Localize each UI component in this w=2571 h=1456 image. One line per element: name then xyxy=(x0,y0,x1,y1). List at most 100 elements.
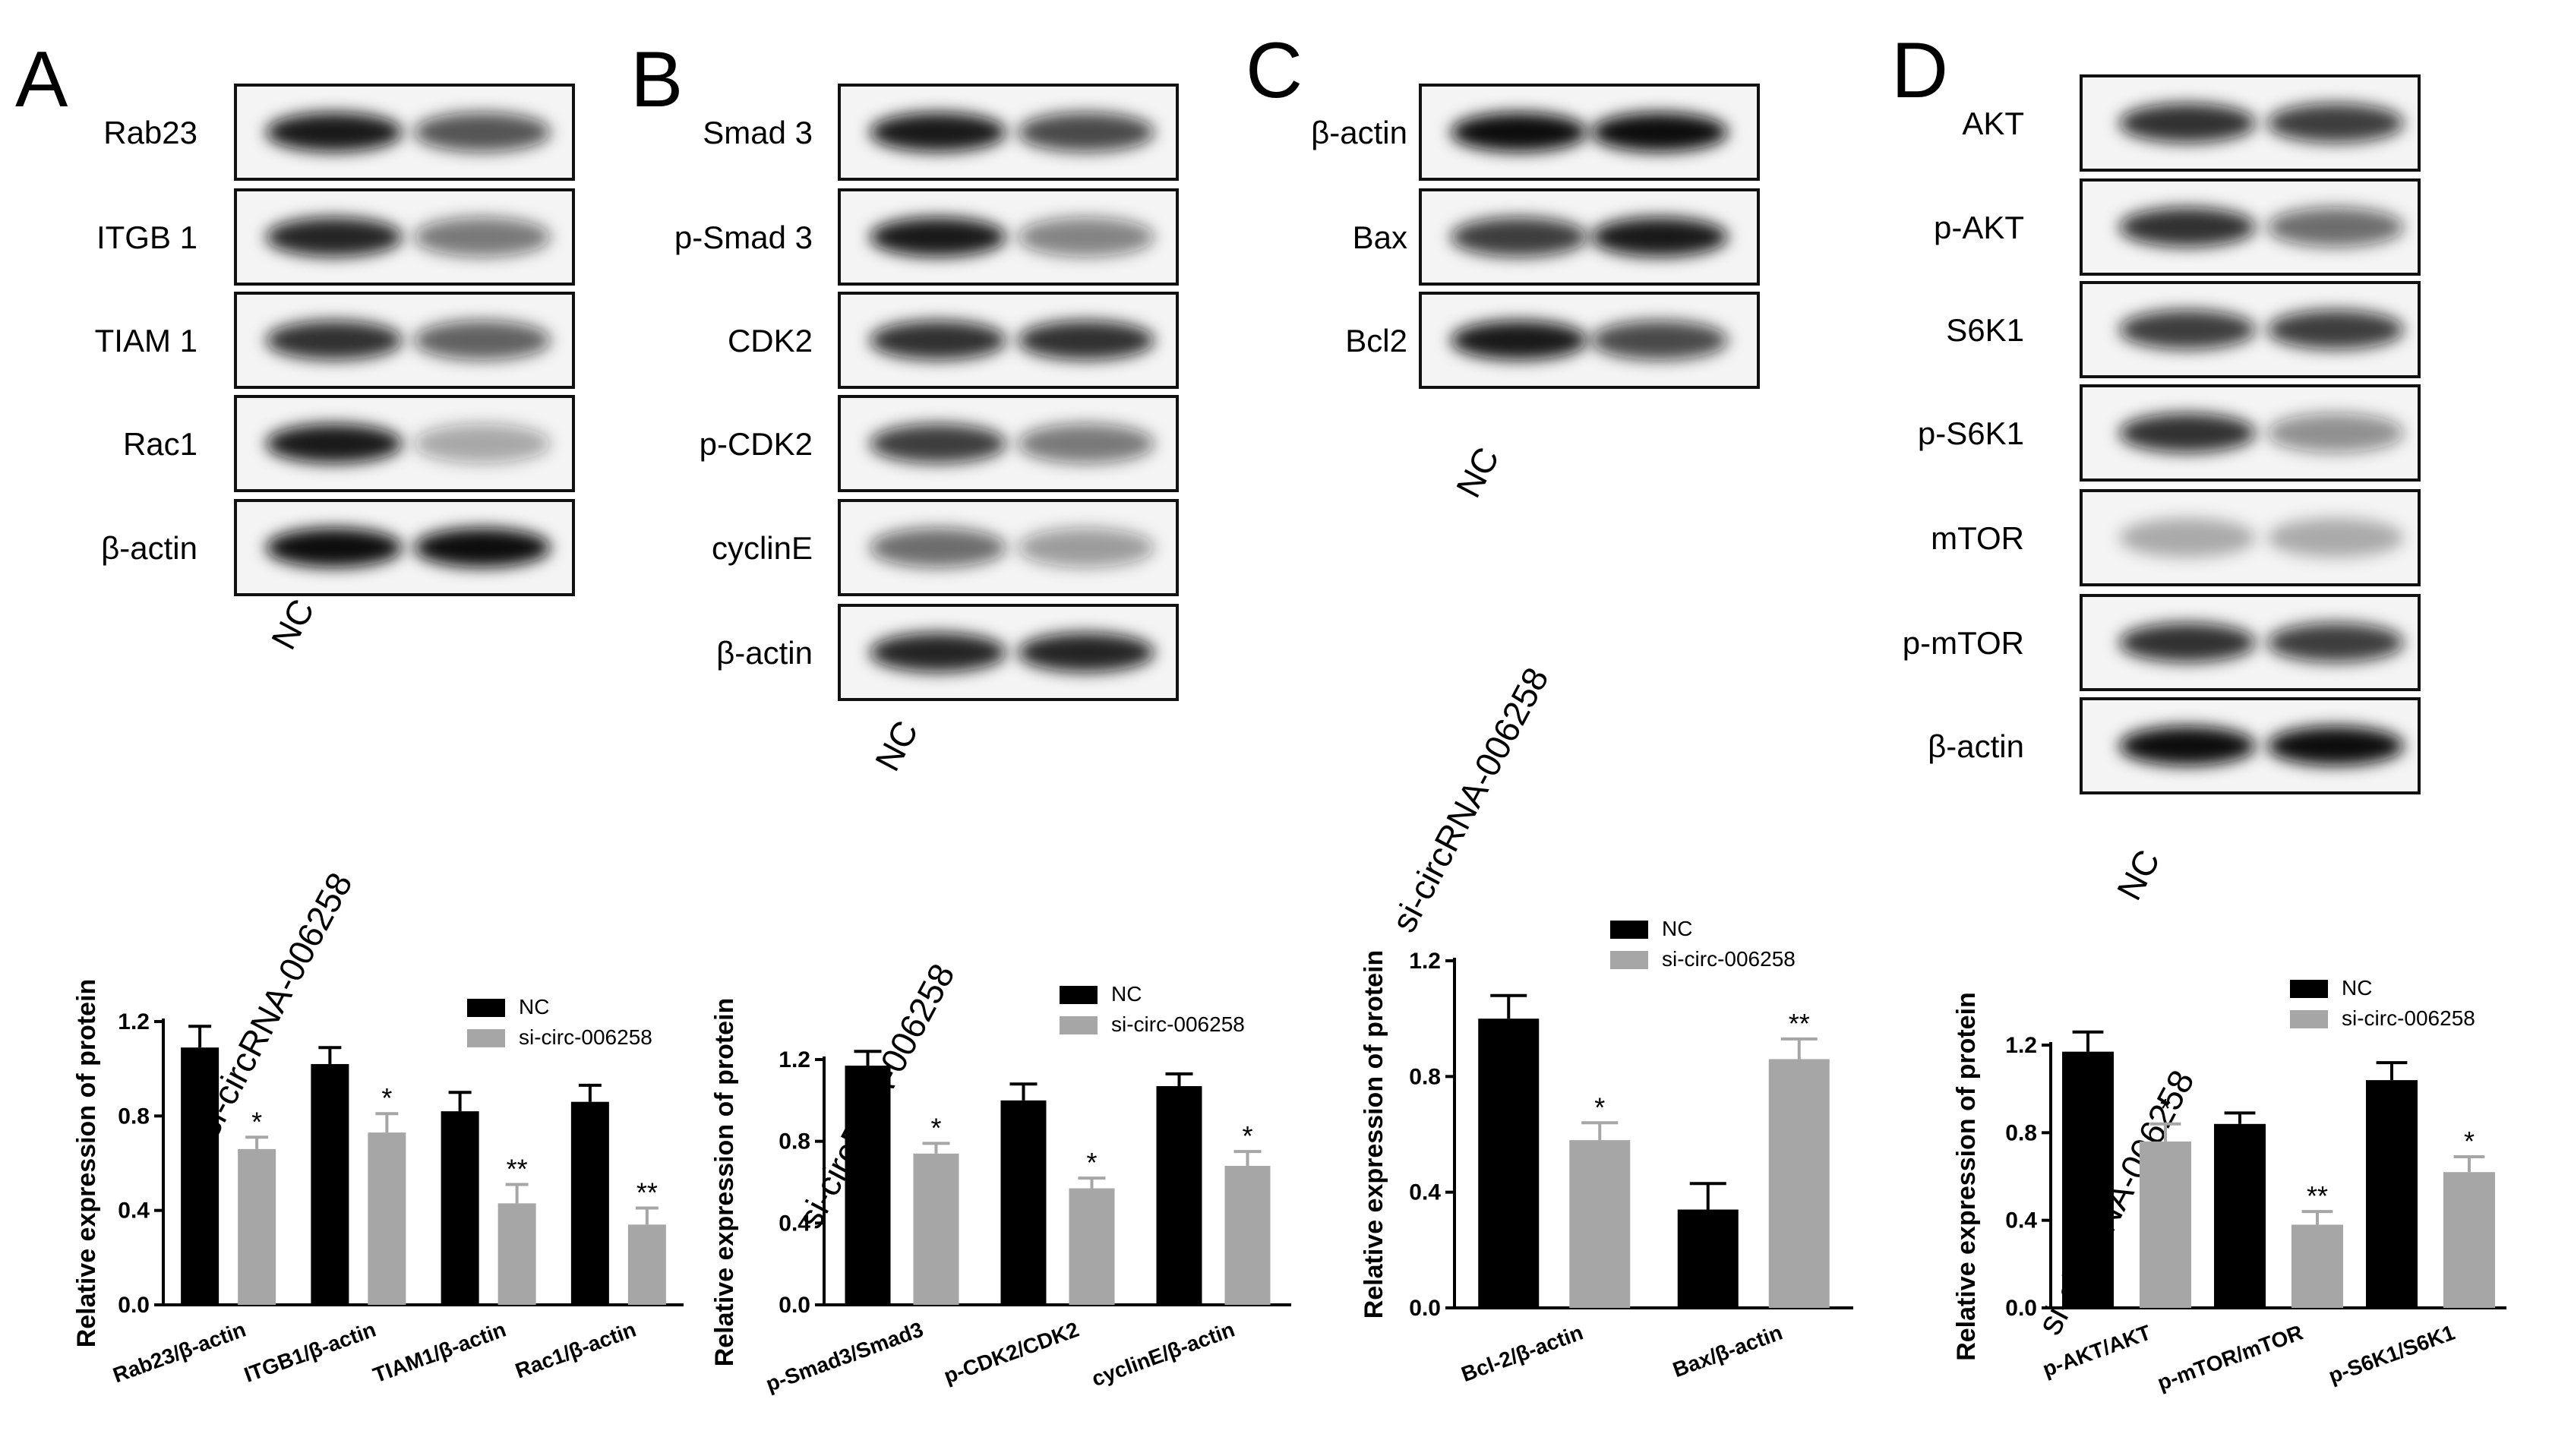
blot-band xyxy=(870,633,1006,672)
blot-band xyxy=(1018,633,1154,672)
bar xyxy=(238,1148,276,1305)
blot-protein-label: mTOR xyxy=(1931,520,2024,556)
blot-protein-label: cyclinE xyxy=(712,530,813,566)
y-axis-title: Relative expression of protein xyxy=(710,998,739,1367)
bar xyxy=(845,1066,891,1305)
bar xyxy=(2214,1123,2266,1308)
y-tick-label: 0.4 xyxy=(2005,1208,2037,1233)
y-tick-label: 0.8 xyxy=(1409,1064,1441,1089)
panel-label-b: B xyxy=(630,36,683,124)
significance-mark: * xyxy=(1594,1091,1605,1123)
blot-band xyxy=(1451,321,1587,360)
y-tick-label: 1.2 xyxy=(2005,1033,2037,1058)
significance-mark: ** xyxy=(636,1177,658,1208)
blot-band xyxy=(414,528,551,567)
blot-band xyxy=(1451,112,1587,152)
blot-protein-label: Smad 3 xyxy=(703,115,813,150)
blot-band xyxy=(266,321,403,360)
significance-mark: ** xyxy=(507,1153,528,1184)
x-category-label: ITGB1/β-actin xyxy=(241,1318,379,1387)
blot-band xyxy=(2119,103,2256,143)
bar xyxy=(1000,1100,1047,1305)
legend-label: NC xyxy=(2342,976,2372,1000)
blot-band xyxy=(266,528,403,567)
x-category-label: p-mTOR/mTOR xyxy=(2154,1321,2306,1395)
legend-swatch xyxy=(1610,951,1648,969)
blot-band xyxy=(2267,310,2404,349)
legend-swatch xyxy=(467,999,505,1017)
y-tick-label: 0.4 xyxy=(1409,1180,1441,1205)
significance-mark: * xyxy=(381,1082,392,1113)
legend-swatch xyxy=(2290,980,2328,998)
bar xyxy=(1069,1188,1115,1305)
legend-label: si-circ-006258 xyxy=(2342,1006,2475,1030)
legend-label: NC xyxy=(519,995,549,1019)
blot-band xyxy=(2119,623,2256,662)
bar-chart-c: 0.0 0.4 0.8 1.2 Relative expression of prote… xyxy=(1360,917,1853,1386)
bar xyxy=(497,1203,536,1305)
blot-protein-label: p-mTOR xyxy=(1903,625,2024,661)
bar-chart-d: 0.0 0.4 0.8 1.2 Relative expression of prote… xyxy=(1952,976,2506,1394)
x-category-label: Rab23/β-actin xyxy=(110,1318,249,1388)
x-category-label: p-CDK2/CDK2 xyxy=(941,1318,1082,1388)
bar xyxy=(441,1111,479,1305)
blot-protein-label: ITGB 1 xyxy=(96,220,197,255)
blot-band xyxy=(870,321,1006,360)
blot-band xyxy=(1018,112,1154,152)
bar xyxy=(311,1063,349,1305)
significance-mark: * xyxy=(2464,1126,2475,1157)
blot-protein-label: β-actin xyxy=(716,635,813,671)
legend-swatch xyxy=(2290,1010,2328,1028)
legend-label: si-circ-006258 xyxy=(1662,947,1796,971)
blot-band xyxy=(2119,310,2256,349)
bar xyxy=(2443,1172,2495,1308)
blot-band xyxy=(1018,217,1154,257)
blot-band xyxy=(2119,726,2256,766)
blot-band xyxy=(414,424,551,463)
blot-protein-label: β-actin xyxy=(1311,115,1407,150)
blot-lane-label: NC xyxy=(867,714,926,777)
bar xyxy=(368,1132,406,1305)
bar xyxy=(2291,1224,2343,1308)
blot-band xyxy=(2119,413,2256,453)
blot-band xyxy=(1591,321,1728,360)
blot-protein-label: S6K1 xyxy=(1946,312,2024,348)
bar xyxy=(1569,1140,1631,1308)
panel-label-c: C xyxy=(1246,27,1303,115)
blot-band xyxy=(1591,112,1728,152)
blot-band xyxy=(2267,103,2404,143)
significance-mark: * xyxy=(2160,1093,2171,1124)
y-tick-label: 0.0 xyxy=(1409,1296,1441,1321)
blot-protein-label: p-CDK2 xyxy=(700,426,813,462)
blot-protein-label: TIAM 1 xyxy=(95,323,197,358)
bar xyxy=(2140,1141,2191,1308)
blot-protein-label: p-S6K1 xyxy=(1918,415,2024,451)
y-tick-label: 0.8 xyxy=(118,1104,150,1129)
y-tick-label: 0.8 xyxy=(2005,1120,2037,1145)
blot-band xyxy=(1018,321,1154,360)
legend-swatch xyxy=(1060,986,1098,1004)
significance-mark: * xyxy=(1086,1147,1097,1178)
y-tick-label: 1.2 xyxy=(118,1009,150,1034)
blot-band xyxy=(1591,217,1728,257)
y-axis-title: Relative expression of protein xyxy=(1360,950,1388,1319)
blot-band xyxy=(414,321,551,360)
y-tick-label: 1.2 xyxy=(779,1047,810,1072)
blot-band xyxy=(2119,207,2256,247)
bar xyxy=(1478,1019,1540,1308)
bar xyxy=(181,1047,220,1305)
x-category-label: TIAM1/β-actin xyxy=(370,1318,509,1388)
bar xyxy=(1224,1165,1271,1305)
blot-band xyxy=(2267,726,2404,766)
blot-protein-label: Rab23 xyxy=(103,115,197,150)
x-category-label: p-S6K1/S6K1 xyxy=(2326,1321,2458,1388)
blot-band xyxy=(1018,424,1154,463)
legend-swatch xyxy=(467,1029,505,1047)
blot-band xyxy=(414,217,551,257)
x-category-label: p-Smad3/Smad3 xyxy=(763,1318,926,1397)
x-category-label: Bax/β-actin xyxy=(1669,1321,1785,1382)
bar xyxy=(913,1153,959,1305)
bar xyxy=(570,1101,609,1305)
